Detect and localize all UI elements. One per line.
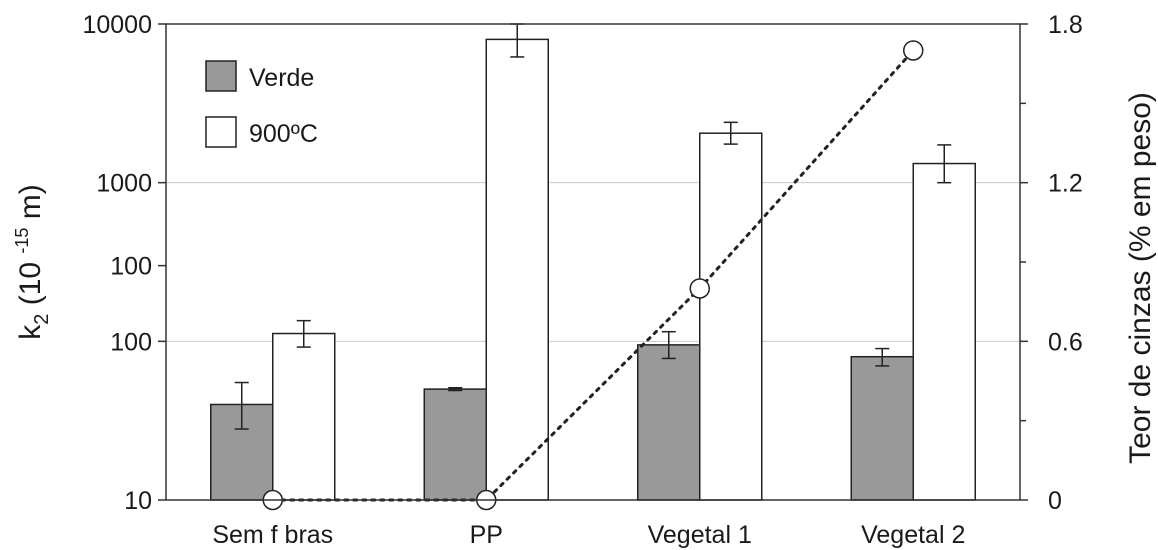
y-tick-label-2: 100 xyxy=(110,253,152,281)
y-tick-label-1: 100 xyxy=(110,328,152,356)
y2-tick-label-1: 0.6 xyxy=(1048,328,1083,356)
grid-layer xyxy=(166,182,1020,342)
bar-1-3 xyxy=(912,162,976,501)
line-layer xyxy=(262,40,924,511)
ash-line xyxy=(271,48,915,502)
x-tick-label-3: Vegetal 2 xyxy=(861,521,965,549)
bar-1-0 xyxy=(272,332,336,501)
error-layer xyxy=(234,23,952,430)
bar-1-2 xyxy=(699,132,763,501)
axis-layer: 10 100 100 1000 10000 0 0.6 1.2 1.8 Sem f bras PP V… xyxy=(82,11,1082,549)
bar-0-2 xyxy=(637,344,701,501)
bar-0-3 xyxy=(850,355,914,501)
legend-swatch-900c xyxy=(205,116,237,148)
y2-axis-title: Teor de cinzas (% em peso) xyxy=(1124,92,1157,464)
y2-tick-label-0: 0 xyxy=(1048,487,1062,515)
y-tick-label-0: 10 xyxy=(124,487,152,515)
ash-point-2 xyxy=(689,278,710,299)
y-tick-label-4: 10000 xyxy=(82,11,152,39)
y2-tick-label-2: 1.2 xyxy=(1048,170,1083,198)
legend-swatch-verde xyxy=(205,60,237,92)
legend-label-verde: Verde xyxy=(249,64,314,92)
bar-layer xyxy=(210,38,976,501)
legend: Verde 900ºC xyxy=(205,60,318,148)
y2-tick-label-3: 1.8 xyxy=(1048,11,1083,39)
x-tick-label-2: Vegetal 1 xyxy=(648,521,752,549)
x-tick-label-0: Sem f bras xyxy=(212,521,333,549)
y-tick-label-3: 1000 xyxy=(96,170,152,198)
legend-label-900c: 900ºC xyxy=(249,120,318,148)
ash-point-3 xyxy=(903,40,924,61)
bar-0-1 xyxy=(423,388,487,501)
y-axis-title: k2 (10 -15 m) xyxy=(12,184,53,340)
x-tick-label-1: PP xyxy=(470,521,503,549)
bar-1-1 xyxy=(485,38,549,501)
